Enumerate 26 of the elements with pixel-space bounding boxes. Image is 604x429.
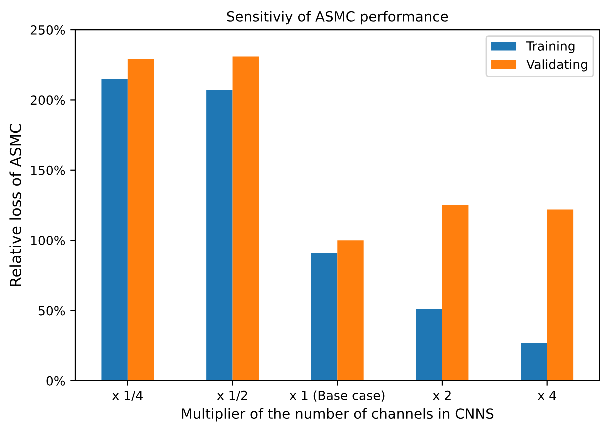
y-axis-title: Relative loss of ASMC bbox=[10, 124, 22, 286]
x-tick-label: x 1/2 bbox=[217, 390, 248, 402]
y-tick-label: 50% bbox=[38, 306, 66, 316]
x-tick-label: x 2 bbox=[433, 390, 451, 400]
y-tick-label: 200% bbox=[30, 96, 66, 106]
y-tick-label: 150% bbox=[31, 166, 66, 176]
x-tick-label: x 1/4 bbox=[112, 391, 143, 402]
bar bbox=[128, 60, 154, 381]
y-tick-label: 250% bbox=[30, 26, 66, 35]
y-tick-label: 100% bbox=[31, 236, 66, 246]
bar bbox=[442, 205, 469, 381]
bar bbox=[102, 79, 128, 381]
bar bbox=[206, 90, 233, 381]
bar bbox=[416, 309, 442, 381]
legend-label: Validating bbox=[526, 60, 588, 72]
bar bbox=[232, 56, 259, 381]
bar bbox=[547, 210, 574, 381]
legend-label: Training bbox=[526, 41, 575, 54]
y-tick-label: 0% bbox=[46, 376, 66, 386]
bar bbox=[338, 240, 364, 381]
chart-title: Sensitiviy of ASMC performance bbox=[227, 11, 448, 25]
bar bbox=[311, 253, 338, 381]
bar bbox=[521, 343, 548, 381]
x-axis-title: Multiplier of the number of channels in CNNS bbox=[182, 408, 494, 422]
x-tick-label: x 4 bbox=[538, 391, 556, 400]
x-tick-label: x 1 (Base case) bbox=[290, 390, 385, 402]
